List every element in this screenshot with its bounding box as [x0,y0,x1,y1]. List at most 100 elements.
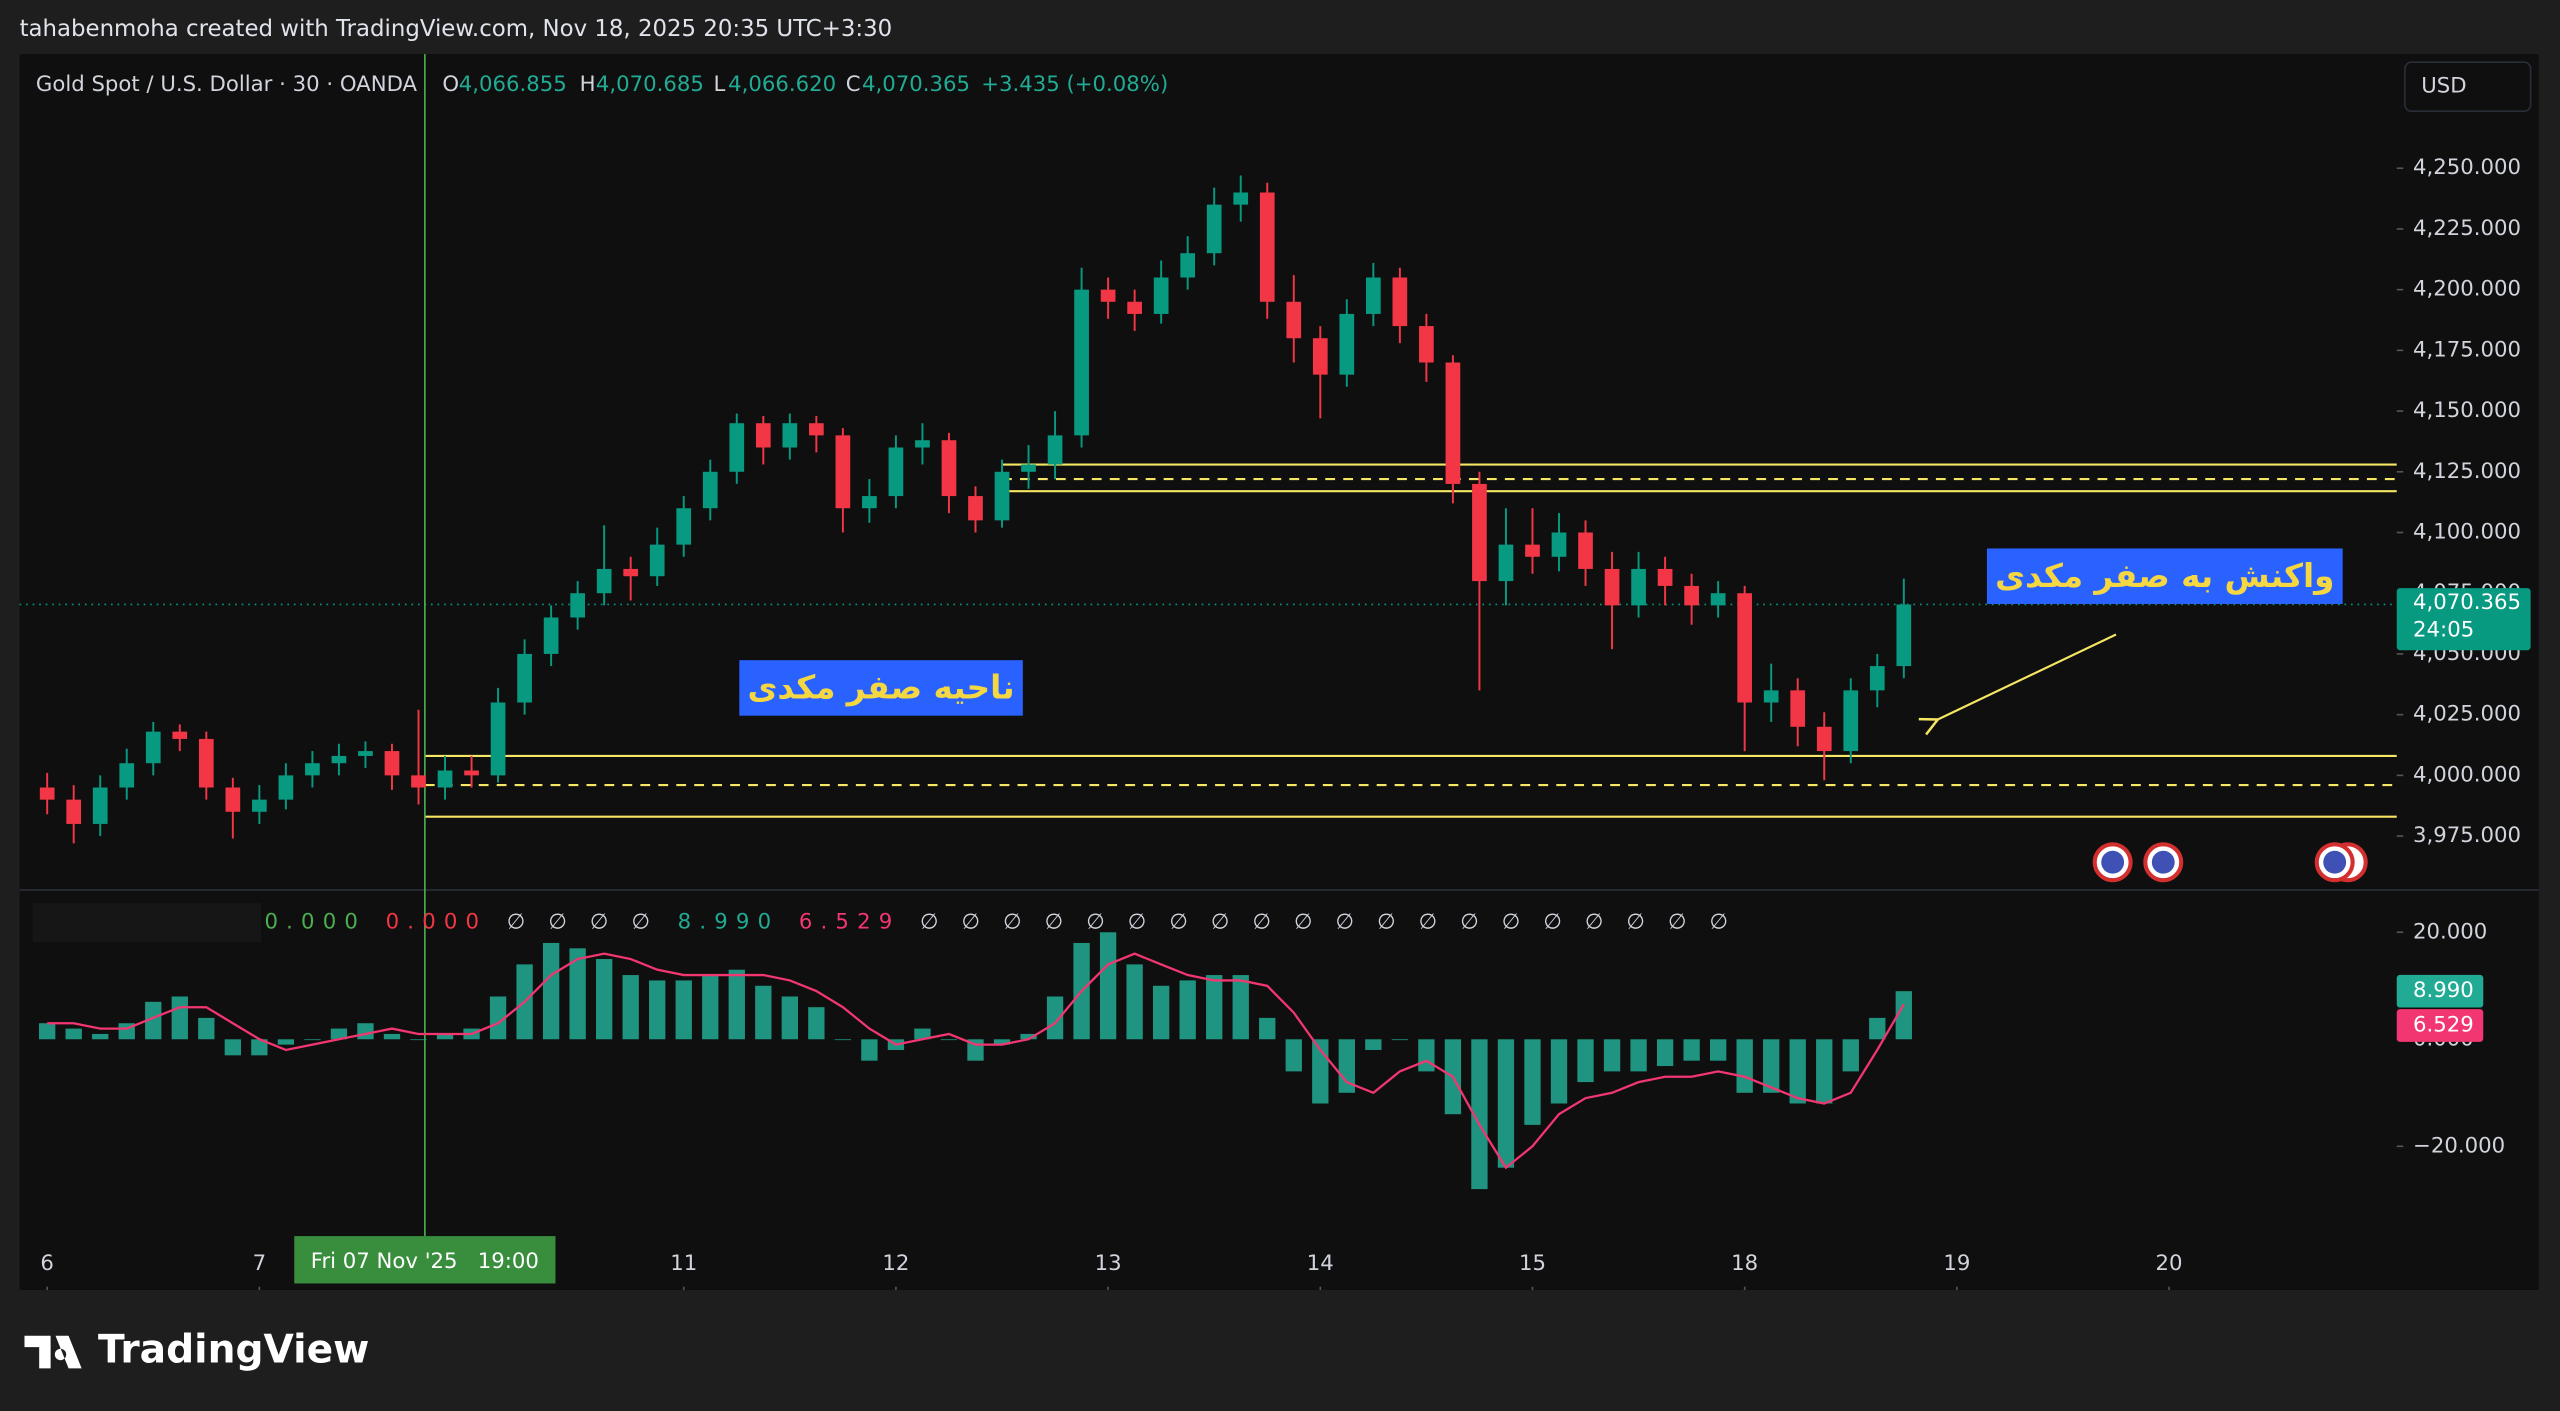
last-value-label: 6.529 [2413,1012,2474,1037]
macd-histogram-bar [1046,996,1064,1040]
candle-body [596,568,612,594]
candle-body [1392,277,1408,327]
y-tick-label: 4,250.000 [2413,155,2521,180]
y-tick-label: 4,025.000 [2413,702,2521,727]
macd-histogram-bar [1709,1039,1727,1061]
candle-body [1180,253,1196,278]
indicator-legend-value: 6.529 [799,910,901,935]
y-tick-label: 4,225.000 [2413,216,2521,241]
candle-body [517,653,532,703]
macd-histogram-bar [357,1023,374,1040]
current-price-label-box [2396,588,2531,651]
candle-body [755,423,771,448]
macd-histogram-bar [224,1039,242,1056]
quote-value: 4,066.620 [728,72,836,97]
indicator-name-blur [32,903,262,943]
macd-histogram-bar [1391,1039,1409,1041]
y-tick-label: 4,175.000 [2413,337,2521,362]
candle-body [278,775,294,800]
candle-body [1790,690,1806,727]
macd-histogram-bar [940,1039,958,1041]
candle-body [1233,192,1249,205]
candle-body [1710,593,1726,606]
quote-change: +3.435 (+0.08%) [981,72,1168,97]
candle-body [702,471,718,509]
macd-histogram-bar [1736,1039,1753,1093]
indicator-legend-value: 0.000 [386,910,488,935]
indicator-legend-value: ∅ ∅ ∅ ∅ ∅ ∅ ∅ ∅ ∅ ∅ ∅ ∅ ∅ ∅ ∅ ∅ ∅ ∅ ∅ ∅ [920,910,1736,935]
candle-body [1365,277,1381,314]
macd-histogram-bar [1630,1039,1647,1072]
macd-histogram-bar [1524,1039,1541,1125]
candle-body [1445,362,1461,484]
macd-histogram-bar [1152,985,1170,1040]
candle-body [623,568,639,577]
candle-body [464,770,479,776]
candle-body [1551,532,1567,557]
annotation: واکنش به صفر مکدی [1986,548,2343,604]
macd-histogram-bar [198,1017,215,1040]
macd-histogram-bar [489,996,507,1040]
candle-body [1419,326,1434,363]
macd-histogram-bar [1126,964,1143,1040]
candle-body [1100,289,1116,302]
macd-histogram-bar [1338,1039,1355,1093]
y-tick-label: 20.000 [2413,919,2487,944]
candle-body [649,544,665,577]
macd-histogram-bar [755,985,772,1040]
candle-body [225,787,241,812]
candle-body [1339,313,1355,375]
macd-histogram-bar [1497,1039,1515,1168]
x-tick-label: 15 [1519,1251,1546,1276]
macd-histogram-bar [781,996,798,1040]
macd-histogram-bar [330,1028,348,1040]
quote-key: O [442,72,459,97]
macd-histogram-bar [251,1039,268,1056]
macd-histogram-bar [39,1023,56,1040]
macd-histogram-bar [728,969,745,1040]
macd-histogram-bar [1550,1039,1568,1104]
macd-histogram-bar [1206,975,1223,1040]
annotation-text: ناحیه صفر مکدی [747,669,1014,707]
macd-histogram-bar [808,1007,825,1040]
macd-histogram-bar [436,1033,454,1040]
flag-inner [2151,850,2175,874]
macd-histogram-bar [410,1039,427,1041]
candle-body [543,617,559,654]
currency-button[interactable] [2404,61,2532,113]
symbol-title: Gold Spot / U.S. Dollar · 30 · OANDA [36,72,418,97]
flag-inner [2101,850,2125,874]
macd-histogram-bar [171,996,188,1040]
candle-body [437,770,453,788]
candle-body [676,508,692,545]
annotation-text: واکنش به صفر مکدی [1995,557,2334,596]
candle-body [1869,666,1885,691]
brand-text: TradingView [98,1328,369,1373]
x-tick-label: 12 [882,1251,909,1276]
annotation-box [1986,548,2343,604]
candle-body [1631,568,1646,606]
last-value-box [2396,974,2484,1008]
macd-histogram-bar [383,1033,401,1040]
macd-histogram-bar [145,1001,162,1040]
macd-histogram-bar [675,980,692,1040]
candle-body [1525,544,1540,557]
candle-body [92,787,108,824]
logo-icon [24,1335,82,1369]
y-tick-label: 4,100.000 [2413,520,2521,545]
candle-body [145,731,161,764]
macd-histogram-bar [304,1039,321,1041]
macd-histogram-bar [569,948,586,1040]
macd-histogram-bar [834,1039,852,1041]
macd-histogram-bar [1418,1039,1435,1072]
candle-body [1127,301,1142,314]
candle-body [305,763,320,776]
macd-histogram-bar [1869,1017,1886,1040]
macd-histogram-bar [914,1028,931,1040]
macd-histogram-bar [277,1039,295,1045]
candle-body [1578,532,1593,569]
brand-logo: TradingView [24,1328,369,1373]
candle-body [384,751,400,776]
chart-area [19,54,2539,1290]
